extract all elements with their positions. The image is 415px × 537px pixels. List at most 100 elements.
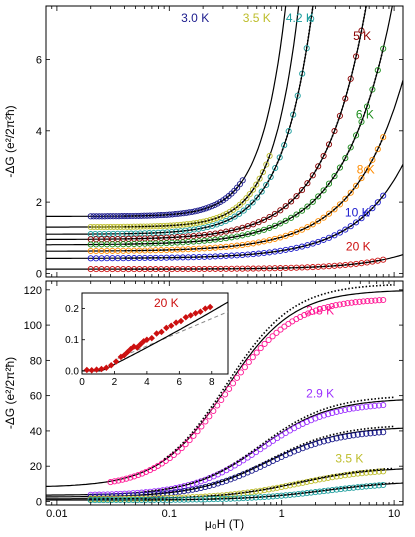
x-axis-label: μ₀H (T) [205, 517, 244, 531]
inset-plot-area [82, 301, 228, 374]
data-point [363, 210, 371, 217]
data-point [298, 207, 306, 214]
x-tick-label: 0.01 [46, 508, 67, 520]
x-tick-label: 1 [279, 508, 285, 520]
data-point [185, 487, 192, 494]
data-point [177, 317, 185, 325]
data-point [236, 181, 243, 188]
data-point [249, 354, 256, 361]
data-point [119, 476, 126, 483]
data-point [88, 367, 95, 374]
data-point [103, 364, 110, 371]
data-point [315, 193, 322, 200]
data-point [265, 336, 272, 344]
data-point [358, 175, 365, 182]
data-point [277, 326, 284, 333]
data-point [107, 479, 114, 486]
data-point [266, 152, 273, 159]
data-point [337, 472, 344, 479]
data-point [320, 475, 327, 482]
x-tick-label: 10 [388, 508, 400, 520]
data-point [202, 418, 209, 425]
data-point [337, 434, 344, 441]
data-point [197, 308, 204, 315]
data-point [104, 223, 111, 231]
data-point [183, 209, 190, 216]
data-point [344, 300, 351, 307]
x-tick-label: 2 [112, 377, 118, 388]
data-point [342, 485, 349, 492]
data-point [312, 440, 319, 447]
data-point [138, 496, 145, 504]
data-point [241, 364, 248, 371]
data-point [158, 328, 165, 336]
data-point [347, 144, 354, 151]
fit-curve-dotted [124, 6, 314, 235]
data-point [309, 221, 316, 228]
fit-curve-dotted [144, 396, 395, 493]
y-tick-label: 80 [30, 355, 42, 367]
data-point [372, 297, 379, 304]
data-point [380, 45, 387, 52]
data-point [260, 216, 268, 223]
data-point [245, 203, 252, 210]
data-point [143, 468, 150, 475]
fit-curve-dotted [124, 6, 367, 240]
data-point [316, 306, 324, 313]
data-point [253, 181, 260, 188]
data-point [108, 496, 115, 504]
data-point [113, 496, 120, 504]
data-point [236, 459, 243, 466]
data-point [111, 478, 118, 485]
fit-curve-dotted [124, 195, 384, 259]
data-point [309, 172, 316, 179]
y-tick-label: 100 [24, 320, 42, 332]
data-point [282, 217, 289, 224]
data-point [193, 479, 200, 486]
data-point [87, 213, 94, 220]
data-point [342, 226, 349, 233]
data-point [107, 223, 114, 230]
series-5K-top [46, 6, 367, 243]
data-point [263, 181, 270, 188]
data-point [244, 223, 251, 230]
data-point [329, 474, 336, 481]
y-tick-label: 120 [24, 285, 42, 297]
data-point [157, 223, 164, 230]
data-point [286, 491, 294, 498]
data-point [246, 191, 253, 198]
fit-curve [46, 290, 403, 487]
data-point [178, 445, 185, 452]
y-tick-label: 0.0 [65, 366, 79, 377]
data-point [274, 435, 281, 442]
data-point [243, 195, 250, 202]
data-point [305, 310, 312, 317]
data-point [354, 404, 361, 411]
inset-panel: 0 2 4 6 8 0.0 0.1 0.2 20 K [65, 292, 229, 388]
data-point [120, 223, 127, 230]
data-point [380, 481, 387, 489]
data-point [216, 213, 223, 220]
data-point [96, 230, 103, 238]
data-point [288, 214, 295, 221]
data-point [236, 201, 243, 208]
data-point [167, 322, 175, 329]
data-point [353, 132, 360, 139]
data-point [336, 201, 343, 208]
data-point [163, 486, 171, 493]
x-tick-label: 0.1 [162, 508, 177, 520]
data-point [127, 223, 134, 230]
data-point [107, 213, 114, 220]
data-point [350, 432, 357, 439]
data-point [180, 488, 188, 495]
y-tick-label: 20 [30, 461, 42, 473]
data-point [222, 391, 229, 398]
reference-line [117, 311, 228, 359]
data-point [266, 213, 273, 221]
data-point [325, 210, 333, 217]
data-point [162, 457, 169, 464]
series-10K-top [46, 164, 403, 262]
data-point [127, 474, 134, 481]
data-point [83, 366, 91, 374]
data-point [256, 175, 263, 182]
